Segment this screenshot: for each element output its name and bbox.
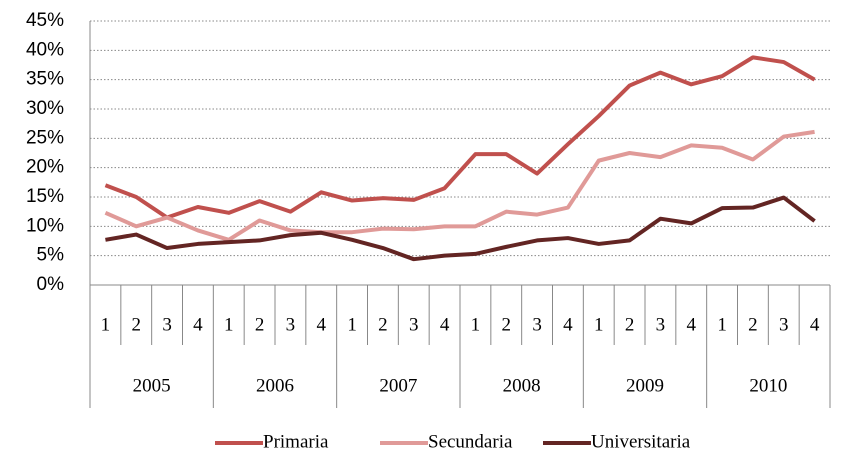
x-tick-label: 1 <box>594 314 604 335</box>
y-tick-label: 45% <box>26 10 64 31</box>
series-line <box>105 195 816 262</box>
y-tick-label: 5% <box>37 245 65 266</box>
series-line <box>104 55 816 220</box>
x-tick-label: 4 <box>563 314 573 335</box>
x-tick-label: 1 <box>347 314 357 335</box>
x-tick-label: 1 <box>224 314 234 335</box>
x-tick-label: 2 <box>378 314 388 335</box>
x-tick-label: 3 <box>409 314 419 335</box>
group-label: 2008 <box>503 375 541 396</box>
legend-label: Universitaria <box>591 431 691 452</box>
x-tick-label: 2 <box>132 314 142 335</box>
x-tick-label: 3 <box>286 314 296 335</box>
x-tick-label: 1 <box>471 314 481 335</box>
x-tick-label: 1 <box>717 314 727 335</box>
series-line <box>104 129 815 242</box>
x-tick-label: 3 <box>779 314 789 335</box>
x-tick-label: 4 <box>193 314 203 335</box>
x-tick-label: 2 <box>255 314 265 335</box>
group-label: 2007 <box>379 375 417 396</box>
group-label: 2010 <box>749 375 787 396</box>
x-tick-label: 2 <box>625 314 635 335</box>
legend-label: Primaria <box>263 431 329 452</box>
y-tick-label: 15% <box>26 186 64 207</box>
x-tick-label: 2 <box>502 314 512 335</box>
x-tick-label: 1 <box>101 314 111 335</box>
y-tick-label: 20% <box>26 157 64 178</box>
legend-label: Secundaria <box>428 431 513 452</box>
y-tick-label: 30% <box>26 98 64 119</box>
y-tick-label: 0% <box>37 274 65 295</box>
x-tick-label: 3 <box>532 314 542 335</box>
x-tick-label: 3 <box>162 314 172 335</box>
group-label: 2009 <box>626 375 664 396</box>
group-label: 2006 <box>256 375 294 396</box>
y-tick-label: 40% <box>26 39 64 60</box>
x-tick-label: 2 <box>748 314 758 335</box>
x-tick-label: 4 <box>440 314 450 335</box>
y-tick-label: 10% <box>26 215 64 236</box>
y-tick-label: 25% <box>26 127 64 148</box>
group-label: 2005 <box>133 375 171 396</box>
x-tick-label: 4 <box>810 314 820 335</box>
x-tick-label: 3 <box>656 314 666 335</box>
x-tick-label: 4 <box>317 314 327 335</box>
y-tick-label: 35% <box>26 69 64 90</box>
x-tick-label: 4 <box>687 314 697 335</box>
